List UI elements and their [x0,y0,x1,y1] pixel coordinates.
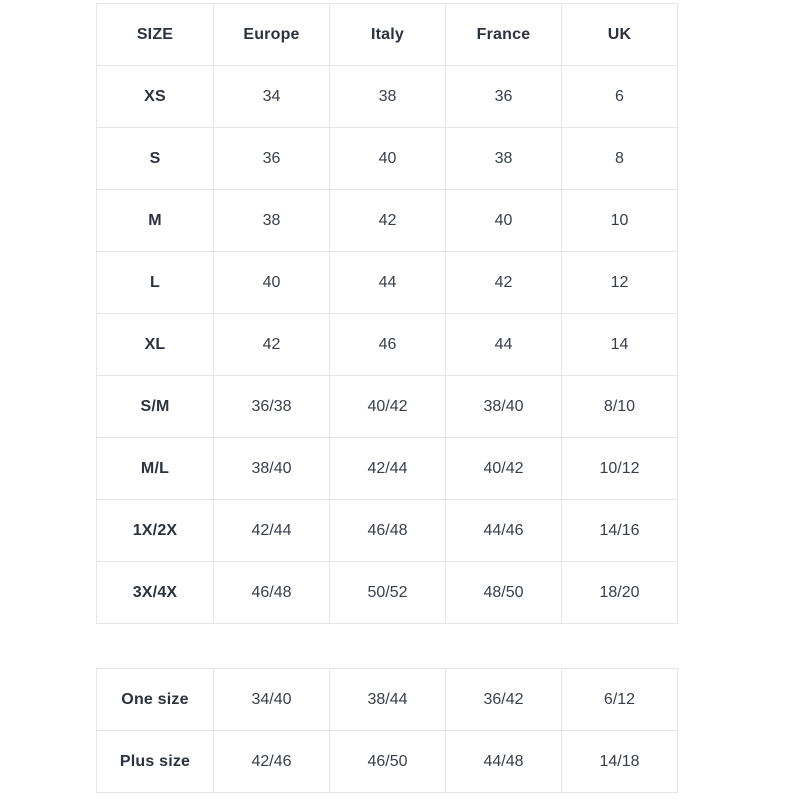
cell-uk: 6 [561,65,678,128]
row-label-l: L [96,251,214,314]
cell-uk: 10/12 [561,437,678,500]
cell-europe: 34/40 [213,668,330,731]
cell-europe: 42/44 [213,499,330,562]
cell-france: 38/40 [445,375,562,438]
cell-italy: 44 [329,251,446,314]
table-row: 1X/2X 42/44 46/48 44/46 14/16 [96,499,678,562]
cell-europe: 42 [213,313,330,376]
cell-europe: 36 [213,127,330,190]
cell-france: 42 [445,251,562,314]
column-header-italy: Italy [329,3,446,66]
cell-italy: 46 [329,313,446,376]
row-label-xs: XS [96,65,214,128]
standard-size-conversion-table: SIZE Europe Italy France UK XS 34 38 36 … [96,3,678,624]
table-header-row: SIZE Europe Italy France UK [96,3,678,66]
cell-france: 40 [445,189,562,252]
cell-france: 44/48 [445,730,562,793]
table-row: Plus size 42/46 46/50 44/48 14/18 [96,730,678,793]
cell-italy: 38/44 [329,668,446,731]
table-row: One size 34/40 38/44 36/42 6/12 [96,668,678,731]
cell-uk: 14 [561,313,678,376]
cell-france: 36/42 [445,668,562,731]
table-row: M 38 42 40 10 [96,189,678,252]
cell-france: 40/42 [445,437,562,500]
cell-italy: 46/50 [329,730,446,793]
cell-italy: 40/42 [329,375,446,438]
cell-italy: 38 [329,65,446,128]
cell-italy: 42/44 [329,437,446,500]
one-size-conversion-table: One size 34/40 38/44 36/42 6/12 Plus siz… [96,668,678,793]
cell-uk: 8/10 [561,375,678,438]
table-body: XS 34 38 36 6 S 36 40 38 8 M 38 42 40 10 [96,65,678,624]
cell-italy: 40 [329,127,446,190]
cell-europe: 46/48 [213,561,330,624]
row-label-m: M [96,189,214,252]
row-label-3x-4x: 3X/4X [96,561,214,624]
row-label-plus-size: Plus size [96,730,214,793]
cell-europe: 38 [213,189,330,252]
cell-uk: 8 [561,127,678,190]
table-body: One size 34/40 38/44 36/42 6/12 Plus siz… [96,668,678,793]
cell-france: 48/50 [445,561,562,624]
cell-uk: 14/18 [561,730,678,793]
table-row: L 40 44 42 12 [96,251,678,314]
cell-france: 44/46 [445,499,562,562]
row-label-1x-2x: 1X/2X [96,499,214,562]
table-row: XS 34 38 36 6 [96,65,678,128]
cell-europe: 42/46 [213,730,330,793]
table-row: M/L 38/40 42/44 40/42 10/12 [96,437,678,500]
cell-italy: 42 [329,189,446,252]
row-label-s-m: S/M [96,375,214,438]
cell-italy: 46/48 [329,499,446,562]
cell-uk: 14/16 [561,499,678,562]
cell-europe: 36/38 [213,375,330,438]
column-header-europe: Europe [213,3,330,66]
cell-europe: 40 [213,251,330,314]
table-header: SIZE Europe Italy France UK [96,3,678,66]
cell-france: 38 [445,127,562,190]
table-row: S 36 40 38 8 [96,127,678,190]
column-header-size: SIZE [96,3,214,66]
cell-uk: 12 [561,251,678,314]
table-row: XL 42 46 44 14 [96,313,678,376]
cell-europe: 34 [213,65,330,128]
table-row: 3X/4X 46/48 50/52 48/50 18/20 [96,561,678,624]
column-header-france: France [445,3,562,66]
column-header-uk: UK [561,3,678,66]
cell-europe: 38/40 [213,437,330,500]
row-label-s: S [96,127,214,190]
cell-uk: 6/12 [561,668,678,731]
cell-france: 36 [445,65,562,128]
table-row: S/M 36/38 40/42 38/40 8/10 [96,375,678,438]
row-label-one-size: One size [96,668,214,731]
cell-uk: 18/20 [561,561,678,624]
row-label-xl: XL [96,313,214,376]
cell-italy: 50/52 [329,561,446,624]
cell-uk: 10 [561,189,678,252]
row-label-m-l: M/L [96,437,214,500]
cell-france: 44 [445,313,562,376]
